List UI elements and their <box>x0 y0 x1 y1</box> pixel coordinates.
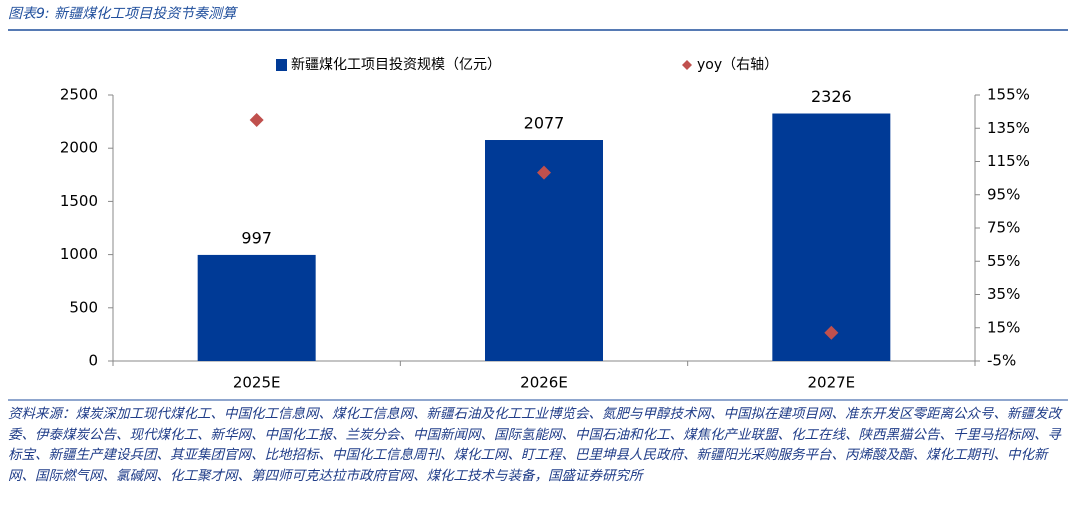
y-tick-label: 1000 <box>60 245 98 263</box>
y-tick-label: 500 <box>69 298 98 316</box>
bar <box>197 254 316 361</box>
y2-tick-label: 75% <box>987 219 1020 237</box>
y2-tick-label: 55% <box>987 252 1020 270</box>
yoy-marker <box>824 325 839 340</box>
yoy-marker <box>537 165 551 180</box>
y2-tick-label: 15% <box>987 318 1020 336</box>
legend-label: 新疆煤化工项目投资规模（亿元） <box>291 57 501 73</box>
y2-tick-label: 95% <box>987 185 1020 203</box>
x-tick-label: 2025E <box>233 374 281 392</box>
y2-tick-label: 155% <box>987 86 1030 104</box>
legend-swatch <box>682 60 692 70</box>
source-note: 资料来源：煤炭深加工现代煤化工、中国化工信息网、煤化工信息网、新疆石油及化工工业… <box>8 406 1061 484</box>
y-tick-label: 2000 <box>60 139 98 157</box>
x-tick-label: 2026E <box>520 374 568 392</box>
y2-tick-label: 135% <box>987 119 1030 137</box>
y2-tick-label: -5% <box>987 352 1016 370</box>
y-tick-label: 2500 <box>60 86 98 104</box>
y-tick-label: 0 <box>88 352 98 370</box>
yoy-marker <box>249 112 264 127</box>
legend-label: yoy（右轴） <box>697 57 778 73</box>
x-tick-label: 2027E <box>808 374 856 392</box>
y2-tick-label: 115% <box>987 152 1030 170</box>
data-label: 2326 <box>811 87 852 106</box>
bar <box>772 113 891 361</box>
y-tick-label: 1500 <box>60 192 98 210</box>
y2-tick-label: 35% <box>987 285 1020 303</box>
figure-title: 图表9: 新疆煤化工项目投资节奏测算 <box>8 6 237 22</box>
data-label: 2077 <box>524 114 565 133</box>
data-label: 997 <box>241 228 272 247</box>
legend-swatch <box>276 59 287 71</box>
